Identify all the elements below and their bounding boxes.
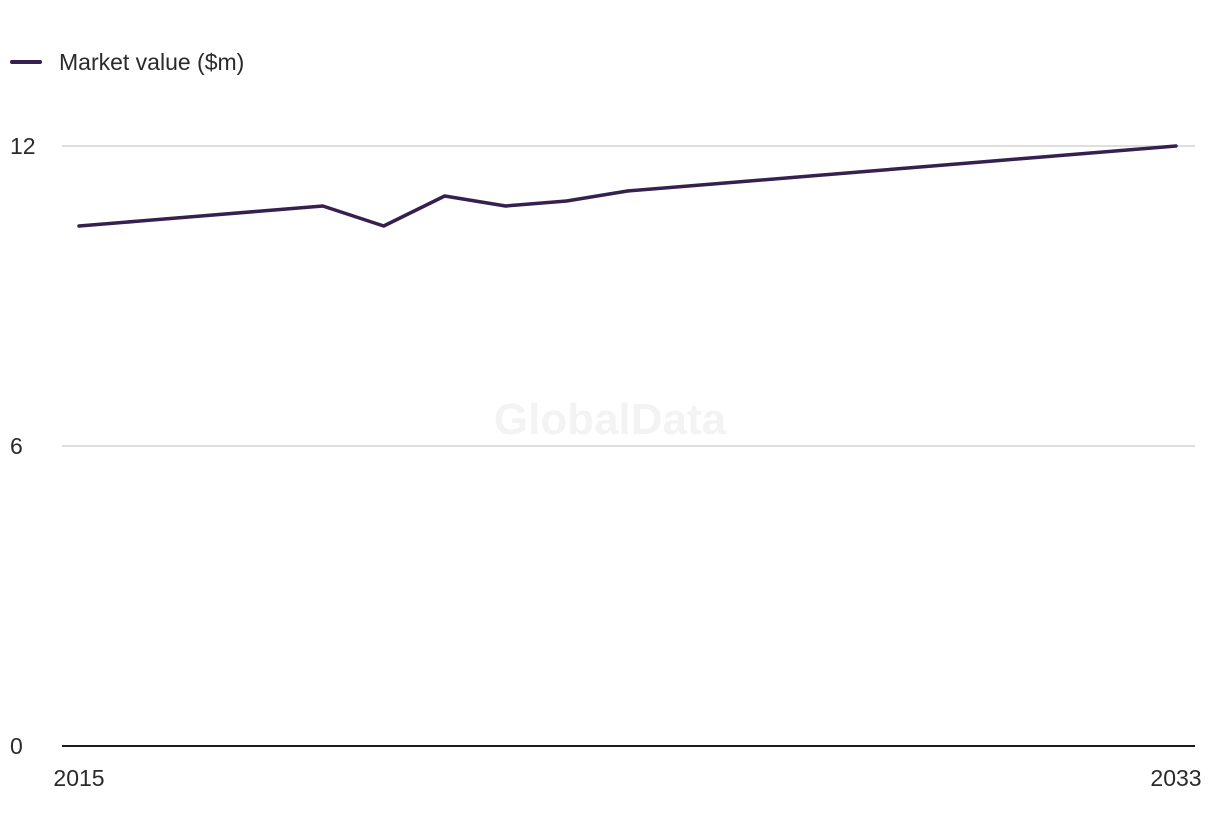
data-point[interactable] [804,170,816,182]
data-point[interactable] [134,215,146,227]
x-tick-label: 2033 [1150,765,1201,791]
data-point[interactable] [195,210,207,222]
y-axis-ticks: 0 6 12 [10,133,36,759]
data-point[interactable] [865,165,877,177]
data-point[interactable] [73,220,85,232]
data-point[interactable] [682,180,694,192]
x-axis-ticks: 2015 2033 [53,765,1201,791]
data-point[interactable] [317,200,329,212]
x-tick-label: 2015 [53,765,104,791]
legend-line-swatch [10,60,42,64]
data-point[interactable] [378,220,390,232]
data-point[interactable] [1170,140,1182,152]
data-point[interactable] [622,185,634,197]
data-point[interactable] [1109,145,1121,157]
data-point[interactable] [561,195,573,207]
series-layer [73,140,1182,232]
data-point[interactable] [256,205,268,217]
gridlines [62,145,1195,447]
data-point[interactable] [1048,150,1060,162]
watermark: GlobalData [494,395,727,444]
data-point[interactable] [926,160,938,172]
data-point[interactable] [500,200,512,212]
y-tick-label: 0 [10,733,23,759]
data-point[interactable] [743,175,755,187]
y-tick-label: 12 [10,133,36,159]
legend-label: Market value ($m) [59,48,245,75]
data-point[interactable] [987,155,999,167]
data-point[interactable] [439,190,451,202]
y-tick-label: 6 [10,433,23,459]
series-line-market-value [77,144,1178,228]
chart-legend: Market value ($m) [10,48,244,76]
